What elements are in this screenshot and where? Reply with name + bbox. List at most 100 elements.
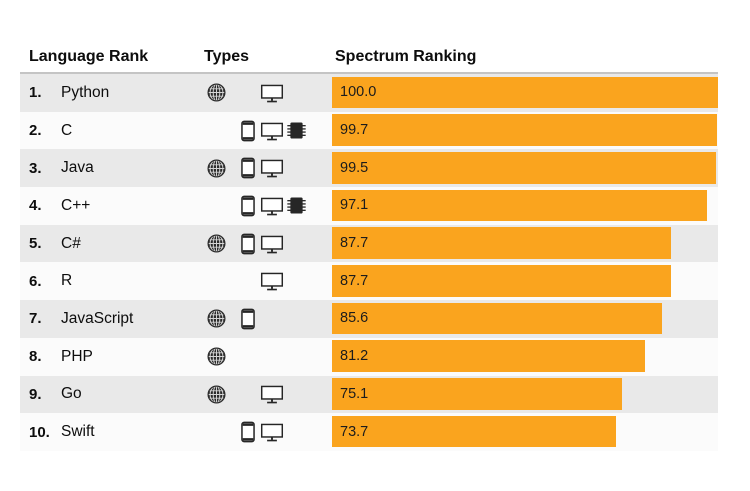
type-slot-desktop <box>260 118 284 144</box>
rank-language-cell: 3. Java <box>20 159 204 177</box>
type-slot-mobile <box>236 306 260 332</box>
type-slot-embedded <box>284 231 308 257</box>
language-ranking-table: Language Rank Types Spectrum Ranking 1. … <box>20 40 718 451</box>
monitor-icon <box>260 159 284 178</box>
type-slot-desktop <box>260 419 284 445</box>
type-slot-web <box>204 268 228 294</box>
globe-icon <box>206 347 226 366</box>
globe-icon <box>206 159 226 178</box>
type-slot-web <box>204 155 228 181</box>
language-label: R <box>61 272 73 290</box>
rank-language-cell: 7. JavaScript <box>20 310 204 328</box>
type-slot-mobile <box>236 344 260 370</box>
bar-track: 73.7 <box>332 413 718 451</box>
score-bar: 97.1 <box>332 189 707 222</box>
language-label: C++ <box>61 196 91 214</box>
score-bar: 81.2 <box>332 340 646 372</box>
table-row: 4. C++ <box>20 187 718 225</box>
score-bar: 85.6 <box>332 302 663 335</box>
type-slot-embedded <box>284 344 308 370</box>
rank-language-cell: 4. C++ <box>20 197 204 215</box>
score-bar: 99.5 <box>332 151 717 184</box>
score-label: 100.0 <box>340 84 377 101</box>
type-slot-desktop <box>260 381 284 407</box>
bar-track: 87.7 <box>332 262 718 300</box>
type-slot-embedded <box>284 419 308 445</box>
rank-label: 1. <box>29 84 42 102</box>
score-label: 85.6 <box>340 310 369 327</box>
rank-label: 4. <box>29 197 42 215</box>
bar-track: 99.5 <box>332 149 718 187</box>
bar-track: 97.1 <box>332 187 718 225</box>
types-cell <box>204 231 332 257</box>
chip-icon <box>286 122 306 139</box>
bar-track: 99.7 <box>332 112 718 150</box>
monitor-icon <box>260 122 284 140</box>
bar-track: 85.6 <box>332 300 718 338</box>
rank-language-cell: 9. Go <box>20 385 204 403</box>
language-label: Swift <box>61 423 95 441</box>
smartphone-icon <box>241 233 255 254</box>
score-label: 99.7 <box>340 122 369 139</box>
score-label: 87.7 <box>340 272 369 289</box>
monitor-icon <box>260 273 284 291</box>
rank-label: 5. <box>29 235 42 253</box>
monitor-icon <box>260 197 284 216</box>
smartphone-icon <box>241 421 255 443</box>
type-slot-mobile <box>236 381 260 407</box>
type-slot-web <box>204 306 228 332</box>
rank-language-cell: 5. C# <box>20 235 204 253</box>
types-cell <box>204 80 332 106</box>
rank-label: 2. <box>29 122 42 140</box>
score-bar: 100.0 <box>332 76 718 109</box>
type-slot-desktop <box>260 344 284 370</box>
type-slot-web <box>204 118 228 144</box>
globe-icon <box>206 83 226 102</box>
monitor-icon <box>260 423 284 442</box>
rank-label: 10. <box>29 423 50 441</box>
type-slot-desktop <box>260 155 284 181</box>
table-row: 8. PHP <box>20 337 718 376</box>
monitor-icon <box>260 84 284 103</box>
type-slot-web <box>204 80 228 106</box>
table-row: 10. Swift <box>20 413 718 451</box>
rank-label: 6. <box>29 272 42 290</box>
type-slot-desktop <box>260 268 284 294</box>
language-label: C <box>61 121 73 139</box>
types-cell <box>204 118 332 144</box>
type-slot-embedded <box>284 118 308 144</box>
type-slot-mobile <box>236 155 260 181</box>
table-row: 3. Java <box>20 149 718 188</box>
score-bar: 75.1 <box>332 378 622 410</box>
type-slot-mobile <box>236 118 260 144</box>
type-slot-embedded <box>284 80 308 106</box>
chip-icon <box>286 197 306 214</box>
type-slot-web <box>204 344 228 370</box>
type-slot-web <box>204 419 228 445</box>
score-bar: 99.7 <box>332 114 717 146</box>
score-bar: 73.7 <box>332 415 617 448</box>
rank-label: 8. <box>29 348 42 366</box>
table-row: 7. JavaScript <box>20 300 718 338</box>
type-slot-embedded <box>284 306 308 332</box>
types-cell <box>204 344 332 370</box>
language-label: Java <box>61 159 94 177</box>
language-label: C# <box>61 234 81 252</box>
score-label: 73.7 <box>340 423 369 440</box>
bar-track: 87.7 <box>332 225 718 263</box>
globe-icon <box>206 309 226 328</box>
smartphone-icon <box>241 195 255 217</box>
header-spectrum-ranking: Spectrum Ranking <box>335 48 477 65</box>
type-slot-desktop <box>260 80 284 106</box>
language-label: Python <box>61 83 110 101</box>
bar-track: 100.0 <box>332 74 718 112</box>
bar-track: 75.1 <box>332 376 718 414</box>
score-label: 99.5 <box>340 159 369 176</box>
type-slot-mobile <box>236 193 260 219</box>
rank-language-cell: 1. Python <box>20 84 204 102</box>
smartphone-icon <box>241 120 255 141</box>
rank-language-cell: 2. C <box>20 122 204 140</box>
rank-label: 3. <box>29 159 42 177</box>
smartphone-icon <box>241 157 255 179</box>
types-cell <box>204 268 332 294</box>
